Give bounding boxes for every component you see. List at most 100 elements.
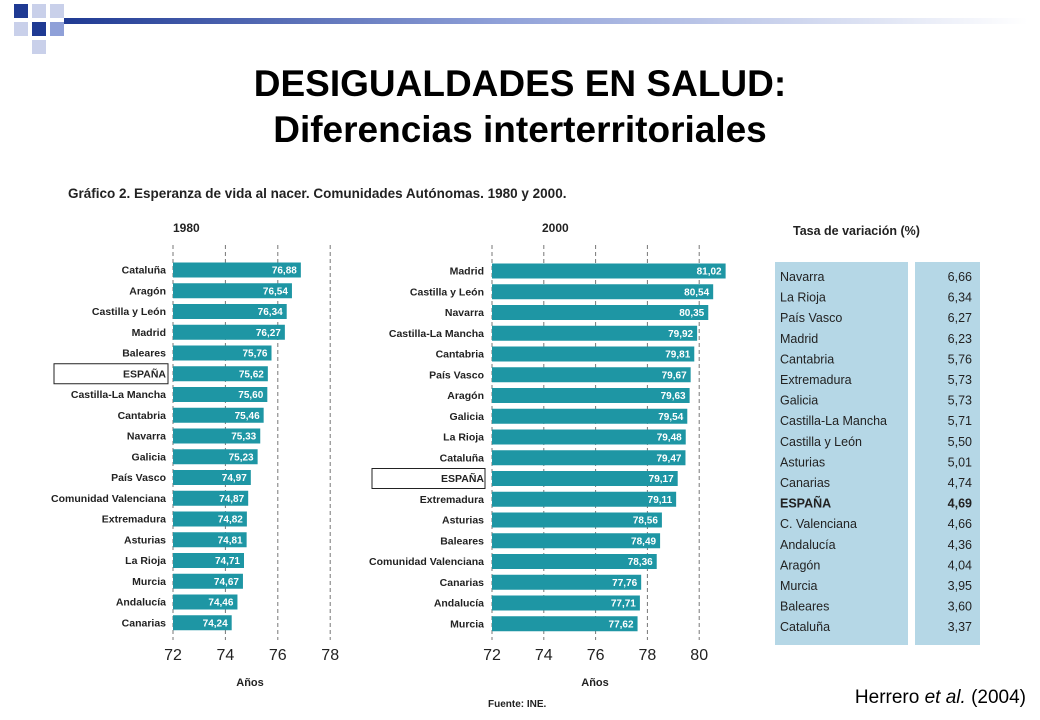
category-label: Aragón (447, 390, 484, 402)
bar (492, 346, 695, 362)
bar-value-label: 74,24 (203, 618, 228, 629)
table-row-name: Castilla-La Mancha (780, 414, 887, 428)
bar-value-label: 74,97 (222, 473, 247, 484)
bar (492, 305, 709, 320)
table-row-name: País Vasco (780, 311, 842, 325)
bar-value-label: 75,33 (231, 432, 256, 443)
citation-etal: et al. (924, 687, 966, 708)
category-label: Comunidad Valenciana (51, 493, 166, 505)
bar (492, 284, 714, 300)
table-row-value: 5,50 (948, 435, 972, 449)
table-row-value: 5,73 (948, 394, 972, 408)
bar (173, 490, 249, 506)
bar (173, 366, 268, 382)
bar (173, 345, 272, 361)
table-title: Tasa de variación (%) (793, 224, 920, 238)
table-row-value: 4,66 (948, 517, 972, 531)
bar (492, 512, 662, 528)
corner-square-2 (32, 4, 46, 18)
table-row-value: 3,95 (948, 579, 972, 593)
category-label: Baleares (122, 348, 166, 360)
category-label: Madrid (450, 266, 484, 278)
bar-value-label: 76,54 (263, 286, 288, 297)
citation: Herrero et al. (2004) (855, 687, 1026, 709)
category-label: Madrid (132, 327, 166, 339)
table-row-value: 6,27 (948, 311, 972, 325)
bar-value-label: 78,36 (628, 557, 653, 568)
category-label: Andalucía (434, 598, 484, 610)
corner-square-3 (50, 4, 64, 18)
table-row-name: Aragón (780, 558, 820, 572)
bar-value-label: 79,48 (657, 433, 682, 444)
bar (173, 511, 247, 527)
table-row-name: Navarra (780, 270, 825, 284)
bar-value-label: 76,34 (258, 307, 283, 318)
bar-value-label: 78,49 (631, 536, 656, 547)
bar (492, 616, 638, 632)
corner-square-6 (50, 22, 64, 36)
bar-value-label: 77,71 (611, 599, 636, 610)
bar-value-label: 79,47 (656, 453, 681, 464)
table-row-name: La Rioja (780, 291, 826, 305)
category-label: Navarra (127, 431, 166, 443)
chart-title: Gráfico 2. Esperanza de vida al nacer. C… (68, 186, 567, 201)
table-row-value: 4,36 (948, 538, 972, 552)
bar (492, 325, 698, 341)
table-names-panel (775, 262, 908, 645)
bar (492, 429, 686, 445)
bar (492, 533, 661, 549)
x-tick-label: 74 (217, 647, 235, 664)
category-label: Murcia (132, 576, 166, 588)
bar (173, 615, 232, 631)
bar-value-label: 81,02 (697, 267, 722, 278)
table-row-value: 6,66 (948, 270, 972, 284)
category-label: Extremadura (420, 494, 484, 506)
bar-value-label: 75,76 (242, 349, 267, 360)
category-label: Asturias (124, 534, 166, 546)
corner-square-7 (32, 40, 46, 54)
corner-square-5 (32, 22, 46, 36)
x-tick-label: 78 (321, 647, 339, 664)
bar-value-label: 80,35 (679, 308, 704, 319)
header-rule (64, 18, 1028, 24)
category-label: Castilla-La Mancha (389, 328, 484, 340)
table-row-name: Extremadura (780, 373, 852, 387)
bar (173, 283, 292, 299)
category-label: Castilla y León (410, 286, 484, 298)
x-axis-title: Años (581, 677, 609, 689)
bar-value-label: 80,54 (684, 287, 709, 298)
bar-value-label: 75,23 (229, 452, 254, 463)
category-label: Navarra (445, 307, 484, 319)
category-label: La Rioja (443, 432, 484, 444)
bar-value-label: 75,46 (235, 411, 260, 422)
bar-value-label: 77,62 (609, 619, 634, 630)
chart-year-title: 1980 (173, 221, 200, 235)
bar (173, 407, 264, 423)
bar-value-label: 74,67 (214, 577, 239, 588)
slide-title: DESIGUALDADES EN SALUD: (253, 63, 787, 104)
category-label: Galicia (450, 411, 485, 423)
bar (492, 367, 691, 383)
table-row-name: Castilla y León (780, 435, 862, 449)
bar-value-label: 79,67 (662, 370, 687, 381)
bar-value-label: 76,88 (272, 266, 297, 277)
table-row-name: Andalucía (780, 538, 836, 552)
bar-value-label: 75,60 (238, 390, 263, 401)
bar (173, 470, 251, 485)
table-row-name: Canarias (780, 476, 830, 490)
table-row-value: 6,23 (948, 332, 972, 346)
table-row-name: Cataluña (780, 620, 830, 634)
citation-author: Herrero (854, 687, 920, 708)
table-values-panel (915, 262, 980, 645)
x-axis-title: Años (236, 677, 264, 689)
bar (492, 450, 686, 466)
bar (492, 263, 726, 279)
chart-1980: 1980 76,88 Cataluña 76,54 Aragón 76,34 Castill… (51, 221, 339, 689)
bar (173, 553, 245, 568)
category-label: Cataluña (440, 452, 485, 464)
bar (492, 408, 688, 424)
table-row-name: Madrid (780, 332, 818, 346)
category-label: Canarias (440, 577, 485, 589)
category-label: Castilla y León (92, 306, 166, 318)
